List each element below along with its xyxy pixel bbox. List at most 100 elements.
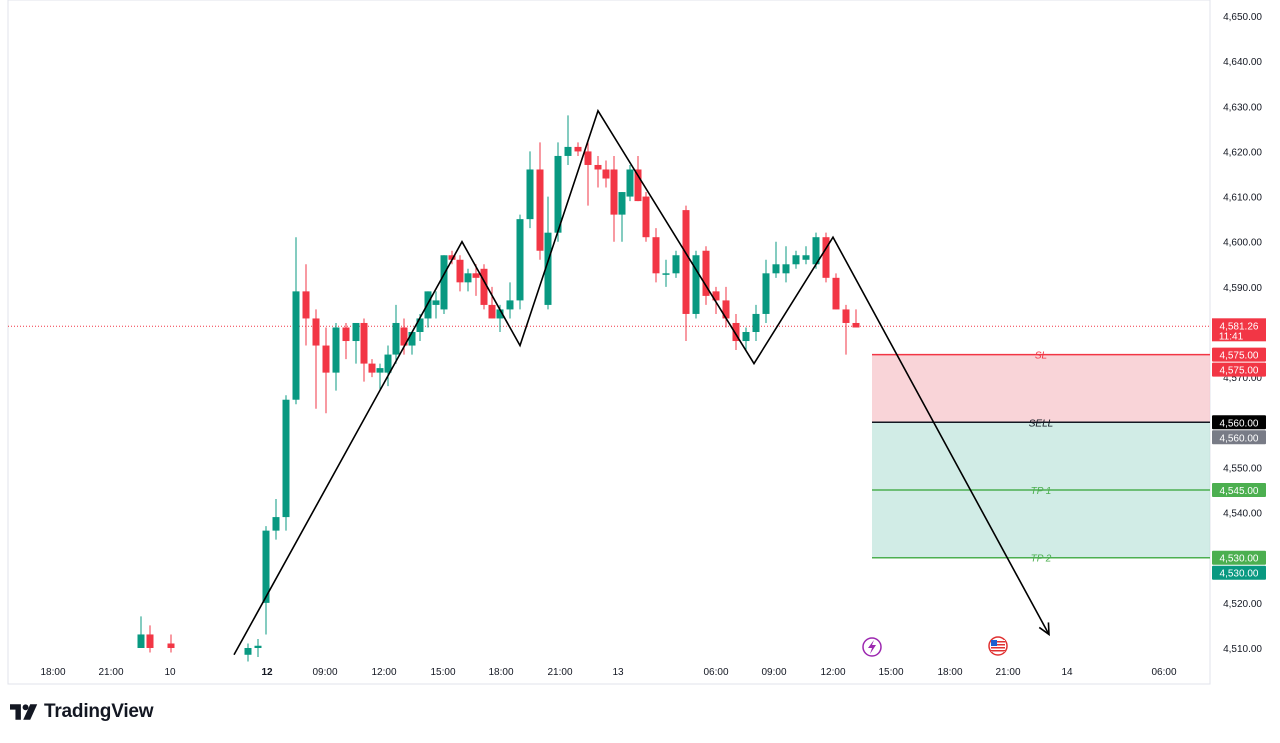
candle-body[interactable] — [822, 237, 830, 278]
candle-body[interactable] — [282, 399, 290, 518]
x-tick-label: 09:00 — [761, 667, 786, 678]
x-tick-label: 18:00 — [40, 667, 65, 678]
current-price-tag-bg — [1212, 318, 1266, 342]
candle-body[interactable] — [702, 250, 710, 296]
current-price-tag: 4,581.26 — [1220, 321, 1259, 332]
candle-body[interactable] — [456, 259, 464, 283]
flag-stripe — [991, 641, 1005, 643]
x-tick-label: 13 — [612, 667, 624, 678]
candle-body[interactable] — [618, 192, 626, 215]
candle-body[interactable] — [137, 634, 145, 648]
candle-body[interactable] — [610, 169, 618, 215]
candle-body[interactable] — [506, 300, 514, 310]
candle-body[interactable] — [554, 155, 562, 233]
candle-body[interactable] — [732, 322, 740, 342]
candle-body[interactable] — [594, 164, 602, 170]
sl-price-tag-2: 4,575.00 — [1220, 366, 1259, 377]
candle-body[interactable] — [342, 327, 350, 342]
plot-area[interactable] — [7, 0, 1211, 685]
candle-body[interactable] — [360, 322, 368, 364]
candle-body[interactable] — [832, 277, 840, 310]
candle-body[interactable] — [322, 345, 330, 373]
candle-body[interactable] — [400, 327, 408, 346]
candle-body[interactable] — [584, 151, 592, 165]
candle-body[interactable] — [167, 643, 175, 648]
candle-body[interactable] — [472, 273, 480, 278]
candle-body[interactable] — [672, 255, 680, 274]
candle-body[interactable] — [772, 264, 780, 274]
candle-body[interactable] — [480, 268, 488, 305]
candle-body[interactable] — [762, 273, 770, 314]
candle-body[interactable] — [292, 291, 300, 400]
candle-body[interactable] — [626, 169, 634, 197]
x-tick-label: 21:00 — [547, 667, 572, 678]
candle-body[interactable] — [432, 300, 440, 305]
candle-body[interactable] — [712, 291, 720, 301]
candle-body[interactable] — [722, 300, 730, 319]
candle-body[interactable] — [842, 309, 850, 323]
candle-body[interactable] — [792, 255, 800, 265]
tp2-price-tag-2-bg — [1212, 565, 1266, 580]
candle-body[interactable] — [574, 146, 582, 152]
x-tick-label: 12:00 — [371, 667, 396, 678]
candle-body[interactable] — [368, 363, 376, 373]
candle-body[interactable] — [496, 309, 504, 319]
candle-body[interactable] — [652, 237, 660, 274]
candle-body[interactable] — [544, 232, 552, 305]
candle-body[interactable] — [272, 517, 280, 531]
zigzag-projection-line[interactable] — [233, 108, 1050, 656]
candle-body[interactable] — [332, 327, 340, 373]
candle-body[interactable] — [526, 169, 534, 220]
candle-body[interactable] — [692, 255, 700, 314]
sl-level-label: SL — [1035, 351, 1047, 362]
candle-body[interactable] — [516, 219, 524, 301]
tp1-price-tag-bg — [1212, 483, 1266, 497]
candle-body[interactable] — [488, 304, 496, 319]
candle-body[interactable] — [812, 237, 820, 265]
candle-body[interactable] — [464, 273, 472, 283]
candle-body[interactable] — [536, 169, 544, 251]
candle-body[interactable] — [752, 313, 760, 332]
candle-body[interactable] — [642, 196, 650, 238]
y-tick-label: 4,650.00 — [1223, 12, 1262, 23]
candle-body[interactable] — [376, 368, 384, 373]
sl-price-tag: 4,575.00 — [1220, 351, 1259, 362]
candle-body[interactable] — [352, 322, 360, 342]
y-tick-label: 4,600.00 — [1223, 238, 1262, 249]
tradingview-logo[interactable]: TradingView — [10, 700, 154, 724]
candle-body[interactable] — [408, 332, 416, 346]
candle-body[interactable] — [146, 634, 154, 648]
candle-body[interactable] — [440, 255, 448, 310]
candle-body[interactable] — [302, 291, 310, 319]
candle-body[interactable] — [802, 255, 810, 260]
candle-body[interactable] — [416, 318, 424, 332]
candle-body[interactable] — [244, 648, 252, 655]
sell-price-tag-bg — [1212, 415, 1266, 430]
brand-name: TradingView — [44, 701, 154, 722]
candle-body[interactable] — [312, 318, 320, 346]
candle-body[interactable] — [254, 645, 262, 648]
projection-arrowhead — [1038, 622, 1050, 637]
x-tick-label: 12 — [261, 667, 273, 678]
y-tick-label: 4,570.00 — [1223, 373, 1262, 384]
candle-body[interactable] — [262, 530, 270, 603]
stop-loss-zone — [872, 354, 1210, 423]
candle-body[interactable] — [634, 169, 642, 202]
x-tick-label: 14 — [1061, 667, 1073, 678]
candle-body[interactable] — [662, 273, 670, 275]
candle-body[interactable] — [564, 146, 572, 156]
candle-body[interactable] — [448, 255, 456, 260]
candle-body[interactable] — [392, 322, 400, 355]
tp1-level-label: TP 1 — [1031, 486, 1052, 497]
candle-body[interactable] — [384, 354, 392, 373]
candle-body[interactable] — [782, 264, 790, 274]
candle-body[interactable] — [682, 210, 690, 314]
x-tick-label: 15:00 — [878, 667, 903, 678]
candle-body[interactable] — [852, 322, 860, 328]
candle-body[interactable] — [742, 332, 750, 342]
flag-stripe — [991, 650, 1005, 652]
candle-body[interactable] — [602, 169, 610, 179]
y-tick-label: 4,610.00 — [1223, 193, 1262, 204]
